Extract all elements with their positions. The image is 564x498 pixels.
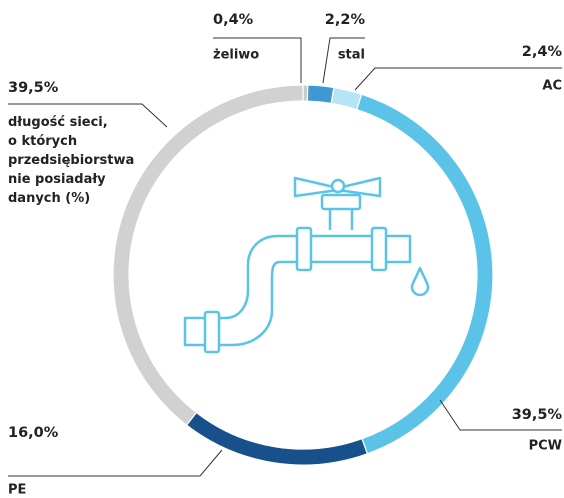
donut-segment xyxy=(185,411,369,466)
value-label: 39,5% xyxy=(512,407,563,423)
value-label: 2,2% xyxy=(325,12,366,28)
label-line: nie posiadały xyxy=(8,172,106,187)
leader-line xyxy=(439,399,562,431)
donut-segment xyxy=(356,93,494,455)
category-label: żeliwo xyxy=(213,48,259,63)
category-label: stal xyxy=(338,48,365,63)
label-line: o których xyxy=(8,134,77,149)
leader-line xyxy=(213,37,302,83)
label-line: przedsiębiorstwa xyxy=(8,153,134,168)
faucet-icon xyxy=(183,176,430,354)
category-label: AC xyxy=(542,79,562,94)
leader-line xyxy=(8,103,168,128)
category-label: PE xyxy=(8,483,26,498)
donut-segment xyxy=(306,84,335,105)
value-label: 39,5% xyxy=(8,80,59,96)
label-line: danych (%) xyxy=(8,191,90,206)
donut-segment xyxy=(330,86,363,111)
leader-line xyxy=(354,67,562,91)
category-label: długość sieci, o których przedsiębiorstwa n… xyxy=(8,115,134,206)
label-line: długość sieci, xyxy=(8,115,108,130)
leader-line xyxy=(8,449,223,477)
value-label: 0,4% xyxy=(213,12,254,28)
category-label: PCW xyxy=(529,439,562,454)
value-label: 16,0% xyxy=(8,425,59,441)
donut-segment xyxy=(112,84,304,426)
leader-line xyxy=(322,37,365,84)
value-label: 2,4% xyxy=(522,44,563,60)
